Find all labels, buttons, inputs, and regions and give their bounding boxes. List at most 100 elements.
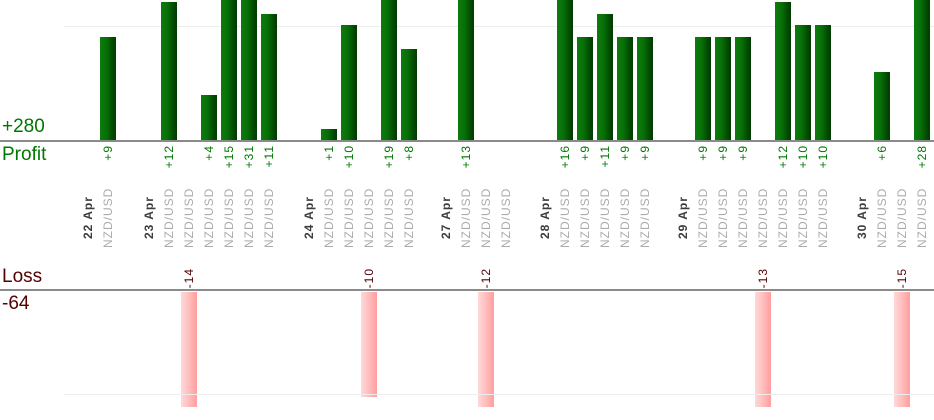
profit-value-label: +9 — [618, 145, 632, 161]
symbol-label: NZD/USD — [342, 187, 356, 249]
profit-bar — [100, 37, 116, 141]
profit-value-label: +10 — [816, 145, 830, 169]
profit-value-label: +13 — [459, 145, 473, 169]
profit-bar — [381, 0, 397, 141]
profit-bar — [775, 2, 791, 141]
profit-bar — [914, 0, 930, 141]
loss-axis-title: Loss — [2, 266, 43, 287]
symbol-label: NZD/USD — [499, 187, 513, 249]
profit-bar — [874, 72, 890, 141]
loss-total-label: -64 — [2, 293, 30, 314]
loss-baseline-axis — [0, 289, 934, 291]
symbol-label: NZD/USD — [242, 187, 256, 249]
date-label: 30 Apr — [855, 196, 869, 240]
profit-value-label: +9 — [638, 145, 652, 161]
profit-bars-area — [0, 0, 934, 141]
profit-value-label: +9 — [716, 145, 730, 161]
loss-value-label: -12 — [479, 267, 493, 288]
profit-gridline-plus10 — [64, 26, 934, 27]
symbol-label: NZD/USD — [362, 187, 376, 249]
profit-bar — [321, 129, 337, 141]
loss-value-label: -10 — [362, 267, 376, 288]
symbol-label: NZD/USD — [479, 187, 493, 249]
symbol-label: NZD/USD — [101, 187, 115, 249]
profit-baseline-axis — [0, 140, 934, 142]
loss-bar — [181, 292, 197, 407]
symbol-label: NZD/USD — [322, 187, 336, 249]
profit-bar — [458, 0, 474, 141]
symbol-label: NZD/USD — [776, 187, 790, 249]
symbol-label: NZD/USD — [736, 187, 750, 249]
profit-value-label: +11 — [598, 145, 612, 168]
profit-value-label: +9 — [578, 145, 592, 161]
profit-axis-title: Profit — [2, 144, 47, 165]
profit-bar — [815, 25, 831, 141]
profit-value-label: +15 — [222, 145, 236, 169]
profit-bar — [401, 49, 417, 141]
profit-value-label: +10 — [342, 145, 356, 169]
symbol-label: NZD/USD — [696, 187, 710, 249]
profit-value-label: +9 — [696, 145, 710, 161]
symbol-label: NZD/USD — [262, 187, 276, 249]
loss-gridline-minus10 — [64, 394, 934, 395]
date-label: 27 Apr — [439, 196, 453, 240]
symbol-label: NZD/USD — [875, 187, 889, 249]
profit-value-label: +12 — [776, 145, 790, 169]
date-label: 28 Apr — [538, 196, 552, 240]
symbol-label: NZD/USD — [915, 187, 929, 249]
symbol-label: NZD/USD — [756, 187, 770, 249]
symbol-label: NZD/USD — [202, 187, 216, 249]
profit-value-label: +8 — [402, 145, 416, 161]
symbol-label: NZD/USD — [716, 187, 730, 249]
loss-bars-area — [0, 292, 934, 407]
profit-value-label: +4 — [202, 145, 216, 161]
profit-bar — [637, 37, 653, 141]
loss-value-label: -15 — [895, 267, 909, 288]
profit-bar — [221, 0, 237, 141]
profit-bar — [557, 0, 573, 141]
date-label: 24 Apr — [302, 196, 316, 240]
profit-value-label: +12 — [162, 145, 176, 169]
loss-bar — [478, 292, 494, 407]
profit-value-label: +16 — [558, 145, 572, 169]
symbol-label: NZD/USD — [618, 187, 632, 249]
symbol-label: NZD/USD — [638, 187, 652, 249]
symbol-label: NZD/USD — [558, 187, 572, 249]
profit-bar — [695, 37, 711, 141]
symbol-label: NZD/USD — [598, 187, 612, 249]
profit-bar — [261, 14, 277, 141]
symbol-label: NZD/USD — [796, 187, 810, 249]
symbol-label: NZD/USD — [578, 187, 592, 249]
profit-bar — [715, 37, 731, 141]
profit-bar — [341, 25, 357, 141]
symbol-label: NZD/USD — [459, 187, 473, 249]
profit-value-label: +11 — [262, 145, 276, 168]
profit-value-label: +19 — [382, 145, 396, 169]
profit-bar — [577, 37, 593, 141]
profit-bar — [241, 0, 257, 141]
loss-bar — [361, 292, 377, 397]
symbol-label: NZD/USD — [382, 187, 396, 249]
date-label: 29 Apr — [676, 196, 690, 240]
loss-value-label: -14 — [182, 267, 196, 288]
symbol-label: NZD/USD — [895, 187, 909, 249]
loss-bar — [755, 292, 771, 407]
profit-value-label: +28 — [915, 145, 929, 169]
symbol-label: NZD/USD — [182, 187, 196, 249]
symbol-label: NZD/USD — [816, 187, 830, 249]
profit-bar — [795, 25, 811, 141]
profit-bar — [617, 37, 633, 141]
profit-value-label: +6 — [875, 145, 889, 161]
date-label: 22 Apr — [81, 196, 95, 240]
profit-bar — [597, 14, 613, 141]
symbol-label: NZD/USD — [402, 187, 416, 249]
profit-total-label: +280 — [2, 116, 45, 137]
symbol-label: NZD/USD — [222, 187, 236, 249]
profit-bar — [735, 37, 751, 141]
symbol-label: NZD/USD — [162, 187, 176, 249]
profit-bar — [201, 95, 217, 141]
profit-value-label: +1 — [322, 145, 336, 161]
profit-value-label: +31 — [242, 145, 256, 169]
loss-value-label: -13 — [756, 267, 770, 288]
